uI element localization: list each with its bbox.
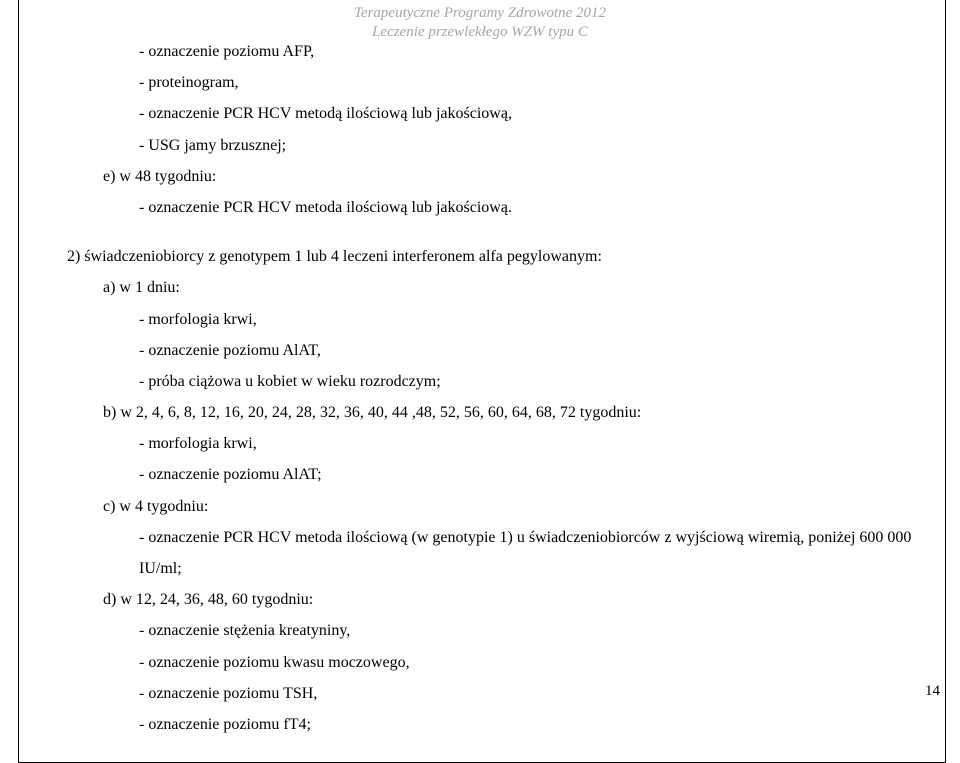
text-line: b) w 2, 4, 6, 8, 12, 16, 20, 24, 28, 32,… bbox=[67, 397, 927, 428]
text-line: - morfologia krwi, bbox=[67, 428, 927, 459]
text-line: - morfologia krwi, bbox=[67, 304, 927, 335]
document-content: - oznaczenie poziomu AFP, - proteinogram… bbox=[18, 0, 946, 763]
text-line: - proteinogram, bbox=[67, 67, 927, 98]
text-line: - oznaczenie poziomu TSH, bbox=[67, 678, 927, 709]
text-line: - USG jamy brzusznej; bbox=[67, 130, 927, 161]
text-line: 2) świadczeniobiorcy z genotypem 1 lub 4… bbox=[67, 241, 927, 272]
text-line: - oznaczenie stężenia kreatyniny, bbox=[67, 615, 927, 646]
text-line: d) w 12, 24, 36, 48, 60 tygodniu: bbox=[67, 584, 927, 615]
text-line: - oznaczenie poziomu AlAT; bbox=[67, 459, 927, 490]
text-line: - oznaczenie PCR HCV metoda ilościową lu… bbox=[67, 192, 927, 223]
text-line: - oznaczenie poziomu kwasu moczowego, bbox=[67, 647, 927, 678]
text-line: - oznaczenie poziomu AFP, bbox=[67, 36, 927, 67]
text-line: a) w 1 dniu: bbox=[67, 272, 927, 303]
text-line: e) w 48 tygodniu: bbox=[67, 161, 927, 192]
text-line: - próba ciążowa u kobiet w wieku rozrodc… bbox=[67, 366, 927, 397]
text-line: - oznaczenie poziomu AlAT, bbox=[67, 335, 927, 366]
spacer bbox=[67, 223, 927, 241]
text-line: - oznaczenie poziomu fT4; bbox=[67, 709, 927, 740]
text-line: - oznaczenie PCR HCV metoda ilościową (w… bbox=[67, 522, 927, 584]
page-number: 14 bbox=[925, 683, 940, 700]
text-line: c) w 4 tygodniu: bbox=[67, 491, 927, 522]
text-line: - oznaczenie PCR HCV metodą ilościową lu… bbox=[67, 98, 927, 129]
